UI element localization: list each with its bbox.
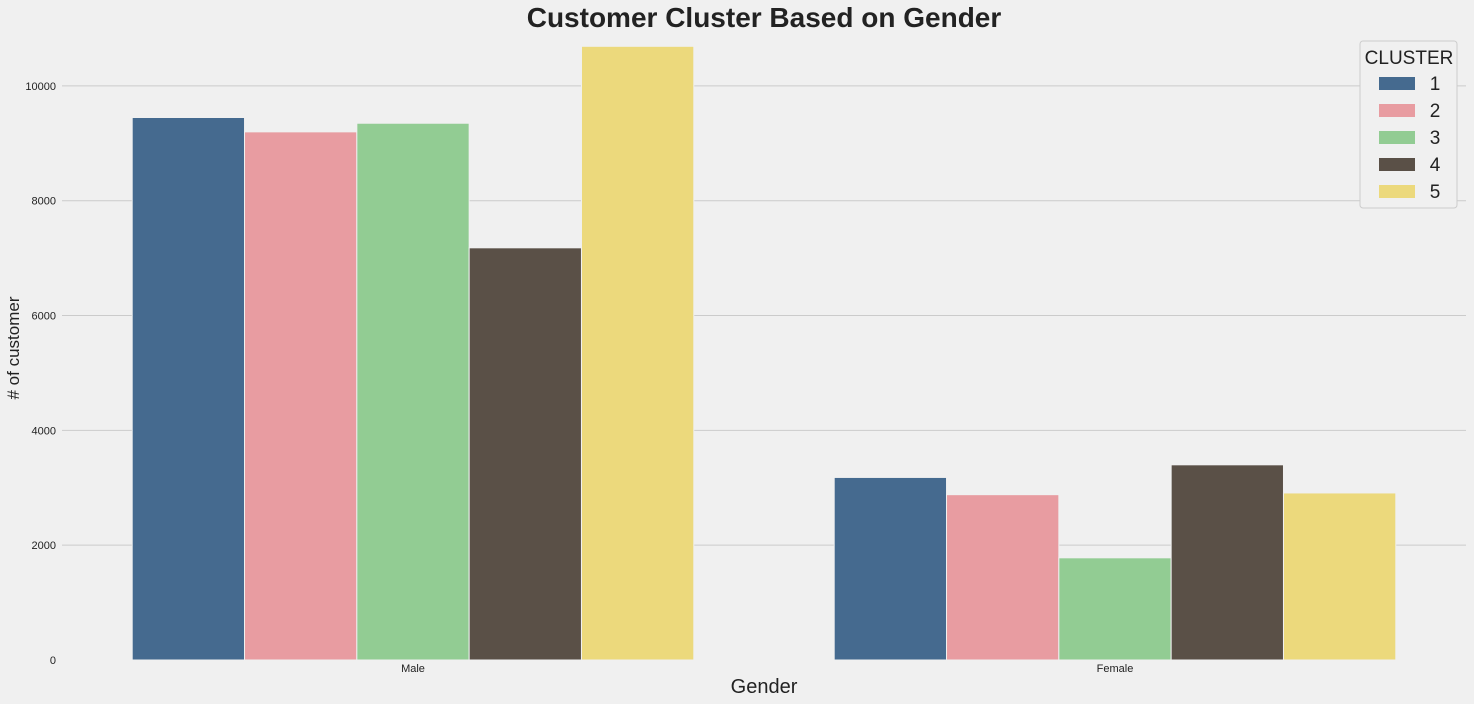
bar-female-cluster-2 [946, 494, 1060, 661]
legend-label-1: 1 [1430, 74, 1441, 95]
bar-female-cluster-4 [1170, 464, 1284, 661]
y-tick-label: 10000 [25, 81, 56, 93]
legend: CLUSTER 1 2 3 4 5 [1359, 40, 1458, 209]
legend-items: 1 2 3 4 5 [1379, 74, 1441, 203]
bar-male-cluster-5 [580, 45, 695, 661]
bars [131, 45, 1397, 661]
y-tick-label: 4000 [32, 425, 56, 437]
legend-label-2: 2 [1430, 101, 1441, 122]
bar-female-cluster-1 [833, 476, 948, 661]
y-tick-label: 0 [50, 655, 56, 667]
bar-male-cluster-2 [244, 131, 358, 661]
chart-title: Customer Cluster Based on Gender [527, 2, 1002, 33]
y-axis-label: # of customer [4, 296, 23, 399]
x-axis-label: Gender [731, 676, 798, 698]
legend-swatch-2 [1379, 104, 1415, 117]
legend-swatch-4 [1379, 158, 1415, 171]
bar-male-cluster-1 [131, 117, 246, 661]
legend-swatch-3 [1379, 131, 1415, 144]
y-tick-label: 6000 [32, 311, 56, 323]
x-tick-label: Female [1097, 663, 1134, 675]
legend-swatch-5 [1379, 185, 1415, 198]
bar-female-cluster-3 [1058, 557, 1172, 661]
y-tick-label: 8000 [32, 196, 56, 208]
legend-label-4: 4 [1430, 155, 1441, 176]
x-tick-label: Male [401, 663, 425, 675]
bar-female-cluster-5 [1282, 492, 1397, 661]
x-tick-labels: Male Female [401, 663, 1133, 675]
legend-swatch-1 [1379, 77, 1415, 90]
legend-title: CLUSTER [1365, 48, 1454, 69]
bar-male-cluster-4 [468, 247, 582, 661]
legend-label-5: 5 [1430, 182, 1441, 203]
y-tick-label: 2000 [32, 540, 56, 552]
bar-male-cluster-3 [356, 122, 470, 661]
legend-label-3: 3 [1430, 128, 1441, 149]
y-tick-labels: 0 2000 4000 6000 8000 10000 [25, 81, 56, 667]
